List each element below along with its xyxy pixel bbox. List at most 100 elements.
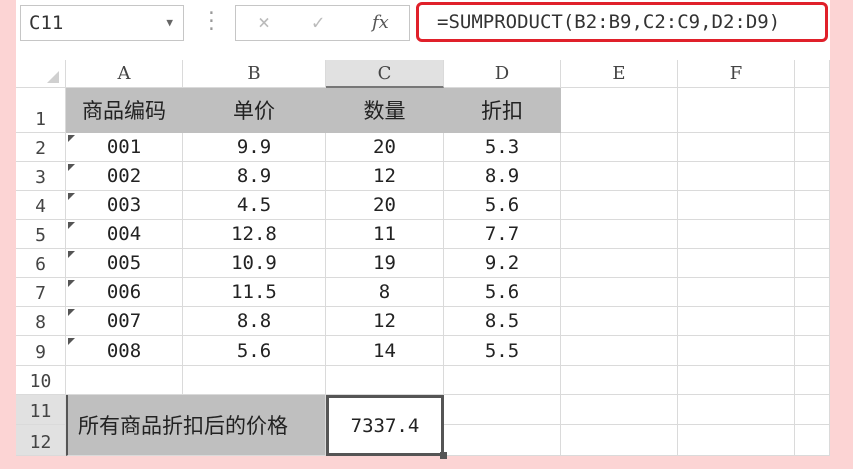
header-cell[interactable]: 单价 (183, 88, 326, 133)
cell[interactable] (795, 366, 830, 395)
column-header-c[interactable]: C (326, 60, 444, 88)
cell[interactable] (678, 425, 795, 456)
data-cell[interactable]: 004 (66, 220, 183, 249)
cell[interactable] (561, 278, 678, 307)
column-header-d[interactable]: D (444, 60, 561, 88)
data-cell[interactable]: 20 (326, 133, 444, 162)
cell[interactable] (795, 395, 830, 425)
row-header-12[interactable]: 12 (16, 425, 66, 456)
data-cell[interactable]: 5.6 (183, 336, 326, 366)
row-header-1[interactable]: 1 (16, 88, 66, 133)
cell[interactable] (678, 395, 795, 425)
data-cell[interactable]: 12.8 (183, 220, 326, 249)
summary-label[interactable]: 所有商品折扣后的价格 (66, 395, 326, 456)
cell[interactable] (678, 366, 795, 395)
cell[interactable] (795, 278, 830, 307)
data-cell[interactable]: 008 (66, 336, 183, 366)
data-cell[interactable]: 19 (326, 249, 444, 278)
cell[interactable] (444, 366, 561, 395)
name-box[interactable]: C11 ▼ (20, 5, 184, 41)
data-cell[interactable]: 5.5 (444, 336, 561, 366)
cell[interactable] (678, 88, 795, 133)
header-cell[interactable]: 折扣 (444, 88, 561, 133)
cell[interactable] (795, 162, 830, 191)
cell[interactable] (561, 249, 678, 278)
data-cell[interactable]: 9.9 (183, 133, 326, 162)
row-header-6[interactable]: 6 (16, 249, 66, 278)
fill-handle[interactable] (440, 452, 447, 459)
cell[interactable] (183, 366, 326, 395)
cell[interactable] (795, 133, 830, 162)
summary-value-cell[interactable]: 7337.4 (326, 395, 444, 456)
cell[interactable] (444, 395, 561, 425)
cell[interactable] (561, 366, 678, 395)
data-cell[interactable]: 8.8 (183, 307, 326, 336)
cell[interactable] (678, 307, 795, 336)
column-header-g[interactable] (795, 60, 830, 88)
cell[interactable] (66, 366, 183, 395)
data-cell[interactable]: 006 (66, 278, 183, 307)
cell[interactable] (678, 336, 795, 366)
row-header-8[interactable]: 8 (16, 307, 66, 336)
cell[interactable] (678, 249, 795, 278)
cell[interactable] (561, 336, 678, 366)
data-cell[interactable]: 5.6 (444, 278, 561, 307)
data-cell[interactable]: 20 (326, 191, 444, 220)
cell[interactable] (561, 133, 678, 162)
cell[interactable] (561, 88, 678, 133)
data-cell[interactable]: 8.9 (444, 162, 561, 191)
data-cell[interactable]: 8.5 (444, 307, 561, 336)
cell[interactable] (795, 220, 830, 249)
cell[interactable] (561, 162, 678, 191)
cell[interactable] (795, 425, 830, 456)
column-header-f[interactable]: F (678, 60, 795, 88)
row-header-11[interactable]: 11 (16, 395, 66, 425)
cell[interactable] (795, 336, 830, 366)
cell[interactable] (795, 88, 830, 133)
cell[interactable] (795, 249, 830, 278)
data-cell[interactable]: 11 (326, 220, 444, 249)
data-cell[interactable]: 003 (66, 191, 183, 220)
cell[interactable] (561, 220, 678, 249)
data-cell[interactable]: 9.2 (444, 249, 561, 278)
row-header-5[interactable]: 5 (16, 220, 66, 249)
data-cell[interactable]: 8 (326, 278, 444, 307)
row-header-2[interactable]: 2 (16, 133, 66, 162)
column-header-a[interactable]: A (66, 60, 183, 88)
cell[interactable] (795, 191, 830, 220)
cell[interactable] (561, 191, 678, 220)
data-cell[interactable]: 7.7 (444, 220, 561, 249)
data-cell[interactable]: 12 (326, 162, 444, 191)
drag-handle-icon[interactable]: · · · (206, 3, 217, 40)
data-cell[interactable]: 8.9 (183, 162, 326, 191)
chevron-down-icon[interactable]: ▼ (166, 16, 173, 29)
header-cell[interactable]: 商品编码 (66, 88, 183, 133)
cell[interactable] (561, 425, 678, 456)
cell[interactable] (326, 366, 444, 395)
data-cell[interactable]: 10.9 (183, 249, 326, 278)
data-cell[interactable]: 11.5 (183, 278, 326, 307)
cancel-icon[interactable]: × (258, 10, 271, 34)
data-cell[interactable]: 007 (66, 307, 183, 336)
data-cell[interactable]: 5.3 (444, 133, 561, 162)
data-cell[interactable]: 001 (66, 133, 183, 162)
data-cell[interactable]: 12 (326, 307, 444, 336)
data-cell[interactable]: 4.5 (183, 191, 326, 220)
select-all-button[interactable] (16, 60, 66, 88)
data-cell[interactable]: 14 (326, 336, 444, 366)
check-icon[interactable]: ✓ (312, 10, 325, 34)
fx-icon[interactable]: fx (372, 12, 389, 33)
row-header-9[interactable]: 9 (16, 336, 66, 366)
cell[interactable] (561, 307, 678, 336)
row-header-3[interactable]: 3 (16, 162, 66, 191)
header-cell[interactable]: 数量 (326, 88, 444, 133)
cell[interactable] (444, 425, 561, 456)
cell[interactable] (678, 162, 795, 191)
formula-input[interactable]: =SUMPRODUCT(B2:B9,C2:C9,D2:D9) (416, 2, 828, 42)
row-header-4[interactable]: 4 (16, 191, 66, 220)
cell[interactable] (678, 133, 795, 162)
data-cell[interactable]: 5.6 (444, 191, 561, 220)
cell[interactable] (678, 278, 795, 307)
cell[interactable] (678, 191, 795, 220)
column-header-b[interactable]: B (183, 60, 326, 88)
